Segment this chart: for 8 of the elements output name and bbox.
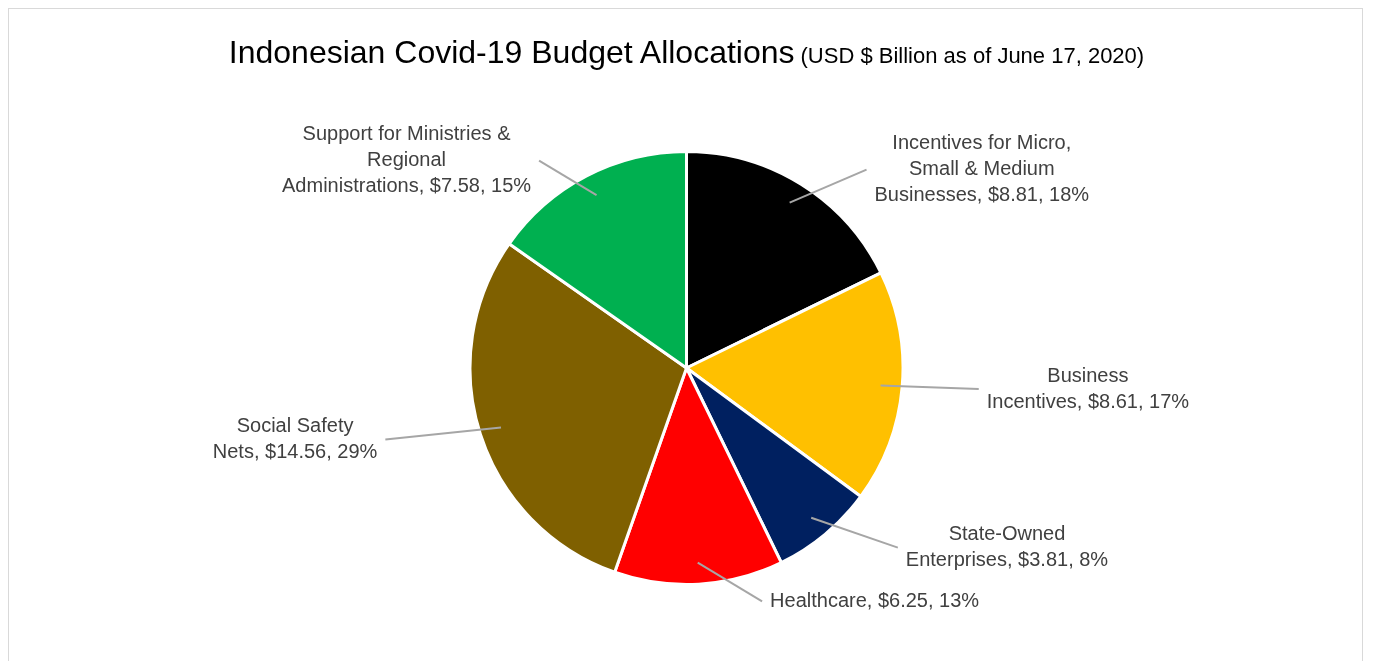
slice-label: Social Safety Nets, $14.56, 29% — [212, 414, 378, 463]
chart-title: Indonesian Covid-19 Budget Allocations — [228, 34, 795, 70]
slice-label: Healthcare, $6.25, 13% — [770, 588, 980, 611]
slice-label: Business Incentives, $8.61, 17% — [986, 363, 1190, 412]
chart-subtitle: (USD $ Billion as of June 17, 2020) — [800, 43, 1145, 68]
slice-label: Support for Ministries & Regional Administrations, $7.58, 15% — [282, 122, 532, 197]
slice-label: State-Owned Enterprises, $3.81, 8% — [905, 522, 1109, 571]
slice-label: Incentives for Micro, Small & Medium Businesses, $8.81, 18% — [874, 131, 1090, 206]
